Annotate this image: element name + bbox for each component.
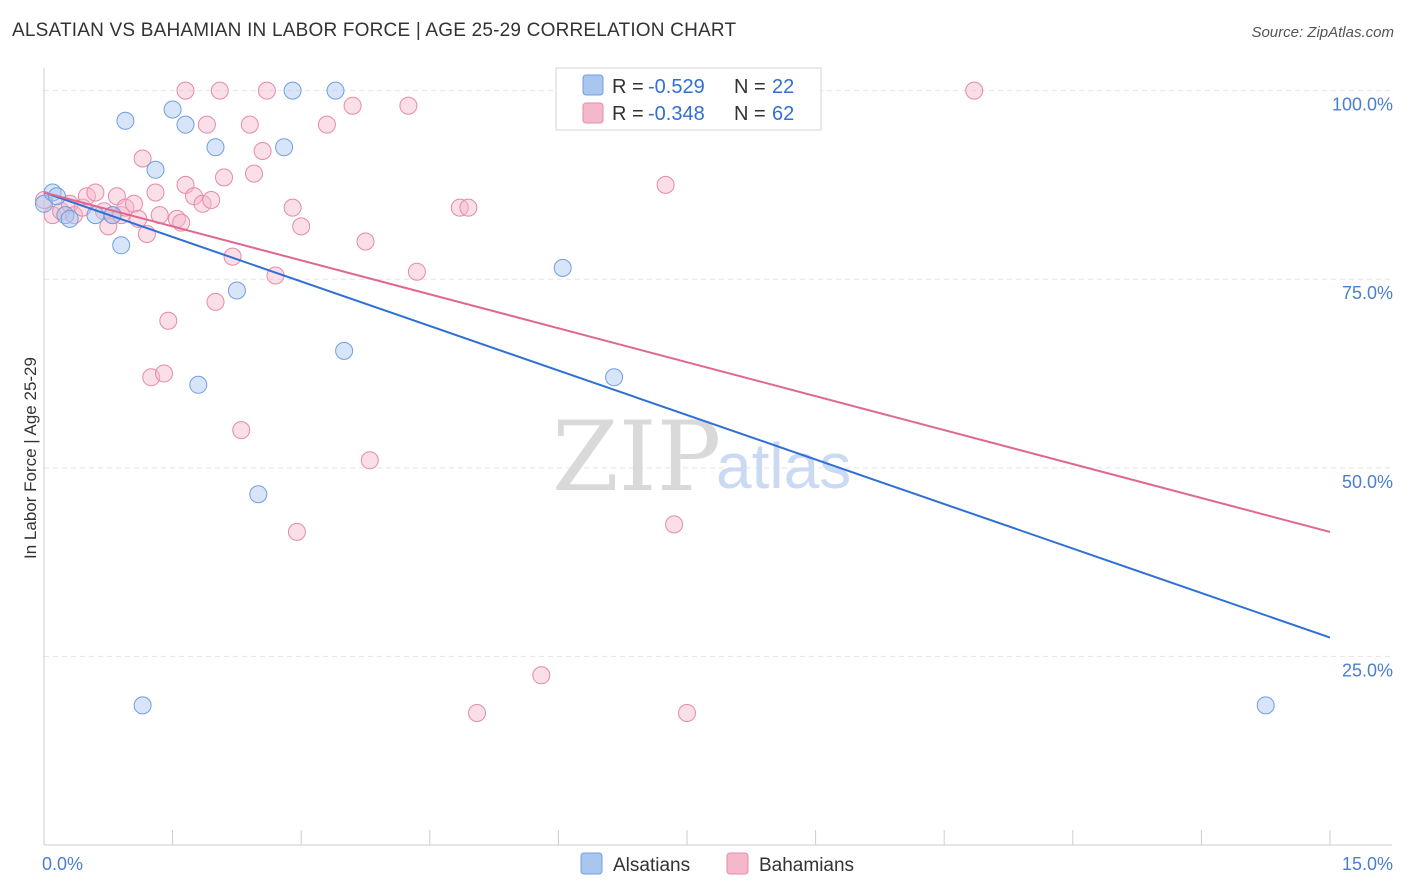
legend-bahamians-label: Bahamians bbox=[759, 855, 854, 876]
bahamians-point-33 bbox=[215, 168, 233, 187]
bahamians-point-53 bbox=[532, 666, 551, 685]
bahamians-point-51 bbox=[459, 198, 478, 217]
alsatians-r-label: R = bbox=[612, 76, 644, 98]
bahamians-n-value: 62 bbox=[772, 103, 794, 125]
bahamians-point-46 bbox=[356, 232, 375, 251]
chart-title: ALSATIAN VS BAHAMIAN IN LABOR FORCE | AG… bbox=[12, 20, 737, 41]
bahamians-point-55 bbox=[665, 515, 684, 534]
bahamians-point-48 bbox=[399, 96, 418, 115]
bahamians-point-30 bbox=[202, 191, 221, 209]
alsatians-trend-line bbox=[43, 191, 1331, 639]
bahamians-point-22 bbox=[159, 311, 178, 330]
y-tick-label-3: 100.0% bbox=[1332, 95, 1393, 115]
alsatians-legend-swatch bbox=[582, 74, 604, 96]
bahamians-point-16 bbox=[133, 149, 152, 168]
bahamians-point-28 bbox=[193, 194, 212, 213]
bahamians-point-41 bbox=[283, 198, 302, 217]
alsatians-point-10 bbox=[146, 160, 165, 179]
trend-lines bbox=[43, 191, 1331, 639]
bahamians-point-14 bbox=[125, 194, 143, 213]
y-tick-label-1: 50.0% bbox=[1342, 472, 1393, 492]
x-tick-label-1: 15.0% bbox=[1342, 854, 1393, 874]
alsatians-point-19 bbox=[326, 81, 345, 100]
bahamians-legend-swatch bbox=[582, 102, 604, 124]
bahamians-point-43 bbox=[292, 217, 311, 236]
bahamians-point-35 bbox=[232, 421, 251, 440]
bahamians-r-value: -0.348 bbox=[648, 103, 705, 125]
alsatians-points bbox=[35, 81, 1275, 715]
alsatians-point-21 bbox=[553, 258, 572, 277]
bahamians-point-45 bbox=[343, 96, 362, 115]
bahamians-point-36 bbox=[240, 115, 259, 134]
y-tick-labels: 25.0% 50.0% 75.0% 100.0% bbox=[1332, 95, 1393, 681]
alsatians-point-12 bbox=[176, 115, 195, 134]
alsatians-point-20 bbox=[335, 341, 354, 360]
watermark-zip: ZIP bbox=[552, 401, 721, 513]
alsatians-point-8 bbox=[116, 111, 135, 130]
bahamians-point-34 bbox=[223, 247, 242, 266]
bahamians-point-57 bbox=[965, 81, 984, 100]
y-tick-label-0: 25.0% bbox=[1342, 660, 1393, 680]
alsatians-point-13 bbox=[189, 375, 208, 394]
stats-legend: R = -0.529 N = 22 R = -0.348 N = 62 bbox=[555, 67, 822, 131]
bahamians-point-44 bbox=[317, 115, 336, 134]
legend-alsatians-swatch bbox=[580, 852, 603, 875]
axes bbox=[43, 68, 1392, 846]
bahamians-point-52 bbox=[468, 704, 486, 722]
bahamians-point-56 bbox=[678, 704, 696, 722]
bahamians-r-label: R = bbox=[612, 103, 644, 125]
series-legend: Alsatians Bahamians bbox=[580, 852, 854, 876]
source-label: Source: ZipAtlas.com bbox=[1251, 24, 1394, 41]
bahamians-point-21 bbox=[155, 364, 173, 383]
alsatians-point-11 bbox=[163, 100, 182, 119]
bahamians-point-7 bbox=[86, 183, 105, 202]
bahamians-n-label: N = bbox=[734, 103, 766, 125]
alsatians-point-22 bbox=[605, 368, 624, 387]
alsatians-point-9 bbox=[133, 696, 152, 715]
bahamians-point-32 bbox=[210, 81, 229, 100]
alsatians-r-value: -0.529 bbox=[648, 76, 705, 98]
alsatians-point-4 bbox=[60, 209, 79, 228]
bahamians-point-47 bbox=[360, 451, 379, 470]
alsatians-point-17 bbox=[275, 138, 294, 157]
bahamians-point-42 bbox=[287, 522, 306, 541]
x-tick-labels: 0.0% 15.0% bbox=[42, 854, 1393, 874]
y-axis-label: In Labor Force | Age 25-29 bbox=[21, 357, 40, 559]
y-tick-label-2: 75.0% bbox=[1342, 283, 1393, 303]
bahamians-point-29 bbox=[197, 115, 216, 134]
watermark-atlas: atlas bbox=[716, 430, 851, 502]
bahamians-points bbox=[35, 81, 984, 722]
legend-bahamians-swatch bbox=[726, 852, 749, 875]
legend-alsatians-label: Alsatians bbox=[613, 855, 690, 876]
watermark: ZIP atlas bbox=[552, 401, 851, 513]
bahamians-point-19 bbox=[146, 183, 165, 202]
bahamians-trend-line bbox=[43, 191, 1331, 533]
bahamians-point-38 bbox=[253, 142, 272, 160]
bahamians-point-49 bbox=[407, 262, 426, 281]
alsatians-point-18 bbox=[283, 81, 302, 100]
alsatians-point-15 bbox=[227, 281, 246, 300]
bahamians-point-31 bbox=[206, 292, 225, 311]
alsatians-point-23 bbox=[1256, 696, 1275, 715]
x-tick-label-0: 0.0% bbox=[42, 854, 83, 874]
bahamians-point-37 bbox=[245, 164, 263, 183]
alsatians-n-label: N = bbox=[734, 76, 766, 98]
bahamians-point-39 bbox=[257, 81, 276, 100]
bahamians-point-54 bbox=[656, 175, 675, 194]
alsatians-point-14 bbox=[206, 138, 225, 157]
alsatians-n-value: 22 bbox=[772, 76, 794, 98]
alsatians-point-16 bbox=[249, 485, 268, 504]
x-axis-ticks bbox=[172, 830, 1331, 845]
alsatians-point-7 bbox=[112, 236, 131, 255]
bahamians-point-26 bbox=[176, 81, 195, 100]
bahamians-point-9 bbox=[99, 217, 118, 236]
